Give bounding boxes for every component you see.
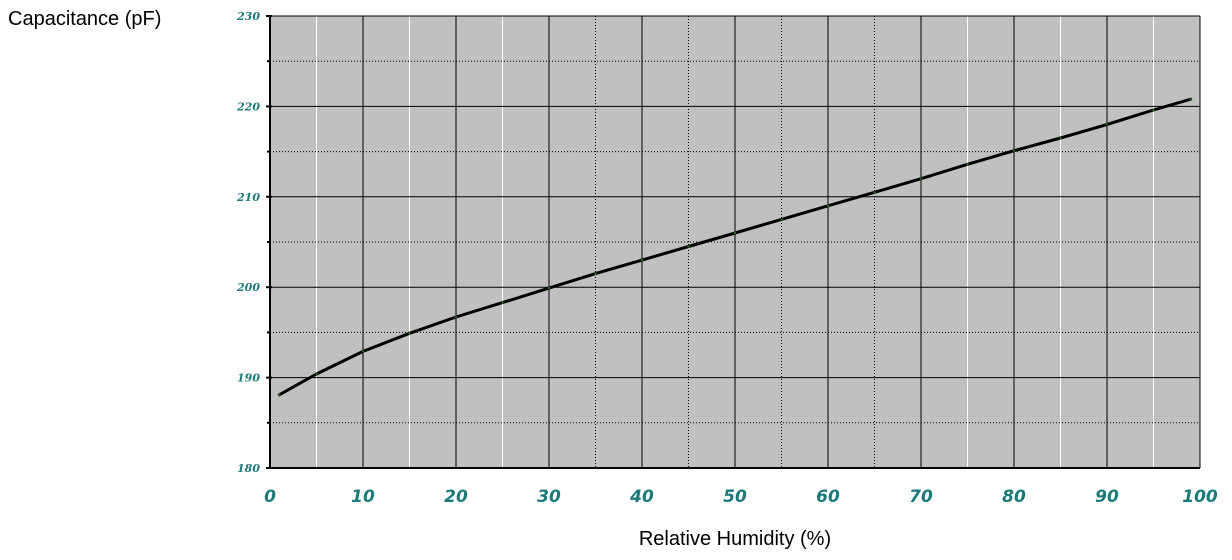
y-tick-label: 230 [236,10,260,23]
y-tick-labels: 180 190 200 210 220 230 [236,10,260,475]
data-point [594,272,597,275]
data-point [278,393,281,396]
data-point [687,245,690,248]
x-tick-label: 40 [629,487,654,507]
data-point [1189,97,1192,101]
x-axis-label: Relative Humidity (%) [638,528,832,550]
major-grid [270,15,1201,468]
data-point [315,372,318,376]
x-tick-label: 90 [1095,487,1119,507]
x-tick-label: 70 [909,487,933,507]
x-tick-labels: 0 10 20 30 40 50 60 70 80 90 100 [264,487,1218,507]
x-tick-label: 80 [1002,487,1026,507]
data-point [1012,149,1016,152]
y-tick-label: 190 [237,372,260,385]
data-point [826,204,830,208]
x-tick-label: 30 [537,487,561,507]
data-point [780,218,783,221]
data-point [408,332,411,335]
y-axis-label: Capacitance (pF) [8,8,162,30]
series-group [277,97,1193,397]
axes [266,15,1200,469]
x-tick-label: 50 [723,487,747,507]
data-point [1059,136,1062,140]
data-point [501,301,504,304]
data-point [873,191,876,194]
y-tick-label: 180 [237,462,260,475]
data-point [733,231,737,235]
y-tick-label: 220 [236,100,260,113]
data-point [1105,123,1109,126]
data-point [919,177,923,180]
data-point [1152,108,1155,112]
x-tick-label: 0 [264,487,276,507]
data-point [547,286,551,290]
x-tick-label: 60 [816,487,840,507]
data-point [966,163,969,166]
x-tick-label: 10 [351,487,375,507]
y-tick-label: 200 [236,281,260,294]
x-tick-label: 20 [444,487,468,507]
data-point [361,350,365,353]
x-tick-label: 100 [1182,487,1218,507]
y-tick-label: 210 [236,191,260,204]
data-point [640,258,644,262]
data-point [454,315,458,319]
